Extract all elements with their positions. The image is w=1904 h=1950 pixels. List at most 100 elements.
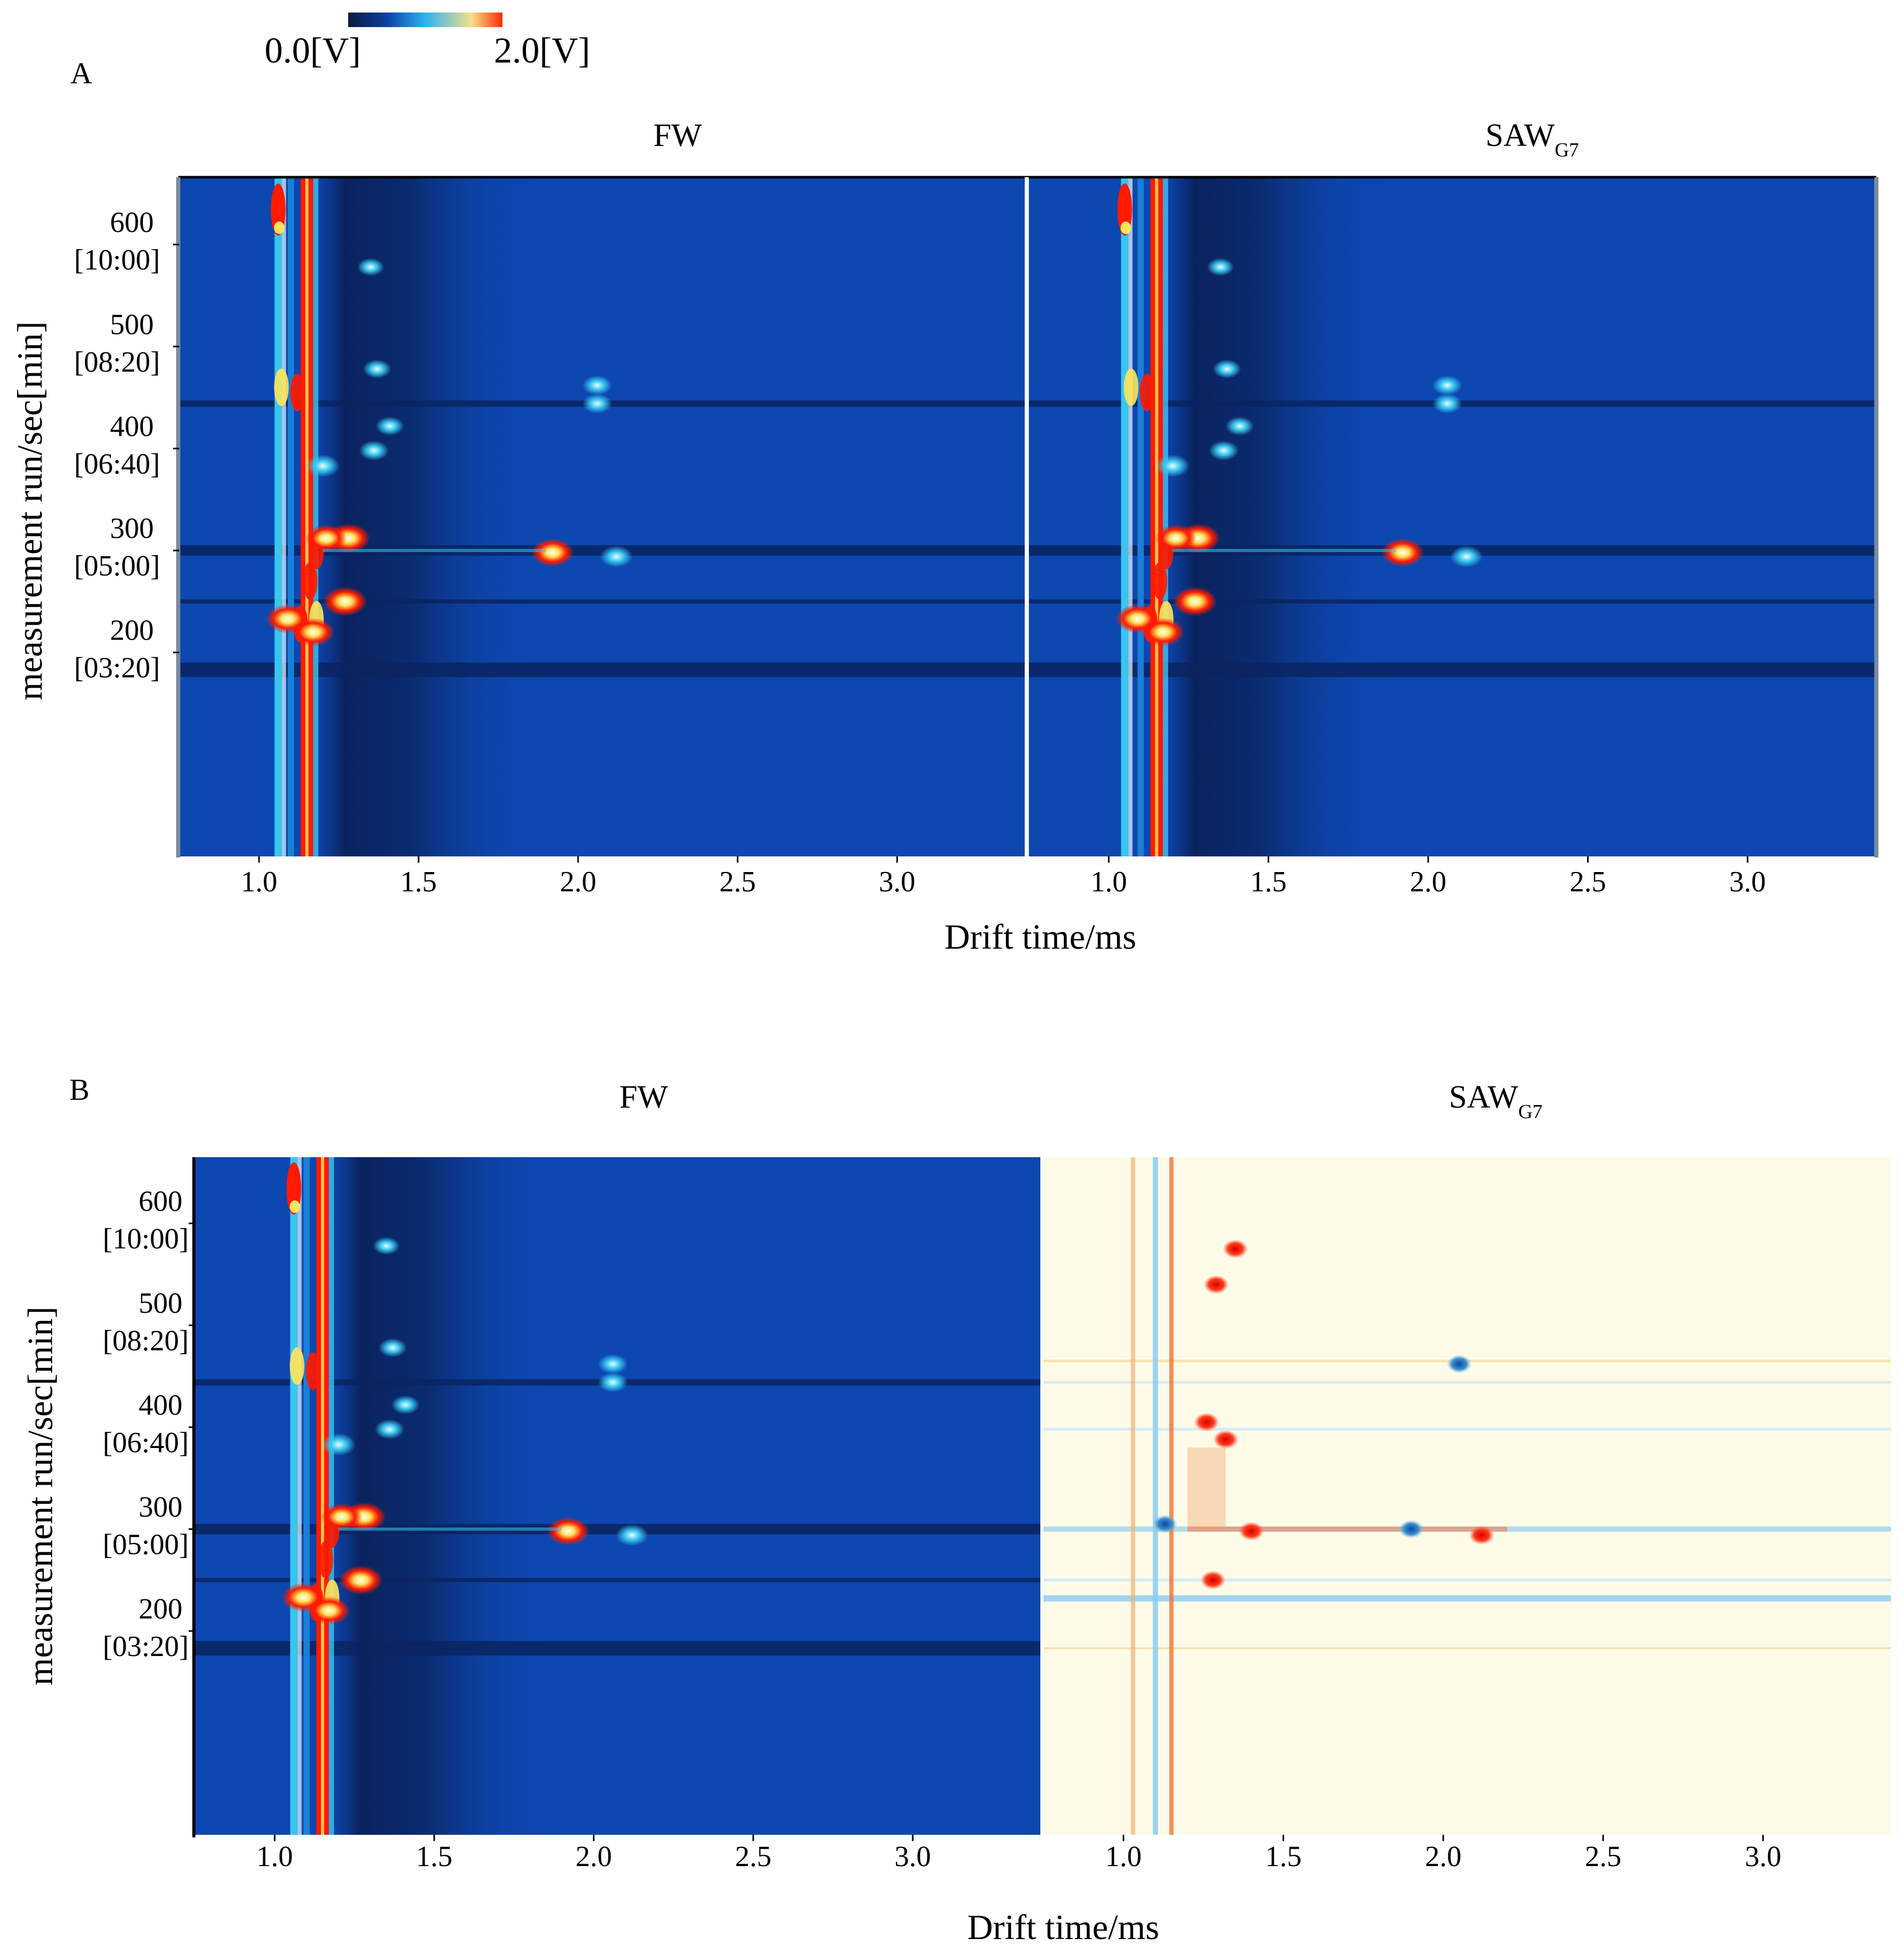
panel-a-label: A [70,56,92,90]
y-tick-time-300: [05:00] [103,1529,189,1561]
rip-cluster-peak [1152,562,1168,600]
y-tick-time-400: [06:40] [74,448,160,480]
ims-peak [1207,258,1234,276]
ims-peak [582,394,612,414]
difference-band [1043,1427,1891,1431]
diff-rip-line-blue [1152,1157,1158,1835]
ims-peak [1432,394,1463,414]
rip-cyan-line [1121,178,1128,856]
rip-cyan-line [274,178,282,856]
ims-peak [1155,524,1197,552]
rip-white-line [281,178,286,856]
rip-cluster-peak [1124,369,1139,407]
difference-feature [1398,1519,1424,1539]
dark-band [179,599,1025,604]
rip-cluster-peak [305,1352,321,1390]
rip-white-line [1128,178,1133,856]
diff-warm-region [1187,1448,1226,1529]
y-tick-time-300: [05:00] [74,550,160,582]
rip-edge-line [328,1157,334,1835]
difference-feature [1203,1275,1229,1294]
x-tick-label-1.0: 1.0 [1090,866,1127,898]
difference-feature [1238,1522,1264,1541]
x-tick-label-3.0: 3.0 [894,1841,931,1873]
panel-a-left-title: FW [654,118,702,153]
difference-background [1043,1157,1891,1835]
dark-band [195,1578,1040,1583]
ims-peak [373,1236,400,1255]
rip-top-highlight [1120,222,1131,234]
dark-band [1029,545,1875,556]
rip-yellow-core [321,1157,324,1835]
heatmap-shade [1163,178,1556,856]
dark-band [179,545,1025,556]
panel-a-y-axis: 600 [10:00] 500 [08:20] 400 [06:40] 300 [05:00]… [74,206,179,684]
x-tick-label-2.0: 2.0 [1410,866,1446,898]
panel-a-right-title-sub: G7 [1555,139,1579,161]
rip-cluster-peak [274,369,289,407]
x-tick-label-1.5: 1.5 [400,866,437,898]
x-tick-label-1.0: 1.0 [241,866,277,898]
panel-b-label: B [69,1073,90,1107]
x-tick-label-2.5: 2.5 [719,866,756,898]
panel-b-x-axis-left: 1.0 1.5 2.0 2.5 3.0 [256,1835,931,1873]
panel-a-x-axis-right: 1.0 1.5 2.0 2.5 3.0 [1090,856,1766,898]
rip-mid-line [288,178,294,856]
y-tick-time-400: [06:40] [103,1427,189,1459]
panel-b-x-axis-right: 1.0 1.5 2.0 2.5 3.0 [1105,1835,1782,1873]
difference-feature [1446,1354,1472,1373]
ims-peak [1209,440,1239,461]
difference-band [1043,1381,1891,1384]
difference-feature [1200,1571,1226,1590]
difference-band [1043,1595,1891,1602]
ims-peak [359,440,389,461]
y-tick-time-500: [08:20] [103,1325,189,1357]
x-tick-label-2.0: 2.0 [1425,1841,1461,1873]
x-tick-label-1.5: 1.5 [416,1841,452,1873]
y-tick-label-400: 400 [139,1389,182,1421]
rip-cluster-peak [289,1347,304,1385]
colorbar: 0.0[V] 2.0[V] [265,13,591,71]
rip-white-line [297,1157,302,1835]
ims-peak [1141,618,1185,646]
ims-peak [531,538,574,567]
heatmap-shade [313,178,706,856]
y-tick-time-600: [10:00] [103,1223,189,1255]
ims-peak [321,1503,362,1531]
colorbar-min-label: 0.0[V] [265,31,361,71]
colorbar-max-label: 2.0[V] [494,31,591,71]
ims-peak [375,416,404,436]
x-tick-label-1.0: 1.0 [256,1841,293,1873]
panel-a-fw-heatmap [179,178,1025,856]
rip-edge-line [1163,178,1169,856]
ims-peak [1450,546,1483,568]
panel-b-y-label: measurement run/sec[min] [20,1307,60,1686]
ims-peak [339,1565,383,1595]
ims-peak [292,618,335,646]
y-tick-label-200: 200 [139,1593,182,1625]
rip-yellow-core [1155,178,1159,856]
y-tick-label-400: 400 [110,410,154,443]
ims-peak [374,1419,404,1439]
ims-peak [305,455,340,477]
dark-band [1029,599,1875,604]
ims-peak [582,375,612,396]
panel-a: A FW SAWG7 600 [10:00] 500 [08:20] 400 [06:40… [10,56,1878,956]
panel-a-right-title: SAWG7 [1485,118,1579,161]
rip-edge-line [313,178,318,856]
difference-feature [1152,1514,1178,1534]
panel-a-y-label: measurement run/sec[min] [10,322,50,701]
y-tick-time-500: [08:20] [74,346,160,378]
ims-peak [616,1524,648,1547]
y-tick-label-500: 500 [110,309,154,341]
panel-a-divider [1025,177,1029,857]
x-tick-label-2.0: 2.0 [560,866,596,898]
dark-band [179,662,1025,677]
ims-peak [1173,586,1217,616]
heatmap-shade [329,1157,721,1835]
x-tick-label-1.5: 1.5 [1250,866,1287,898]
rip-mid-line [303,1157,310,1835]
rip-cluster-peak [1139,373,1154,411]
panel-b: B FW SAWG7 600 [10:00] 500 [08:20] 400 [06:40… [20,1073,1891,1947]
